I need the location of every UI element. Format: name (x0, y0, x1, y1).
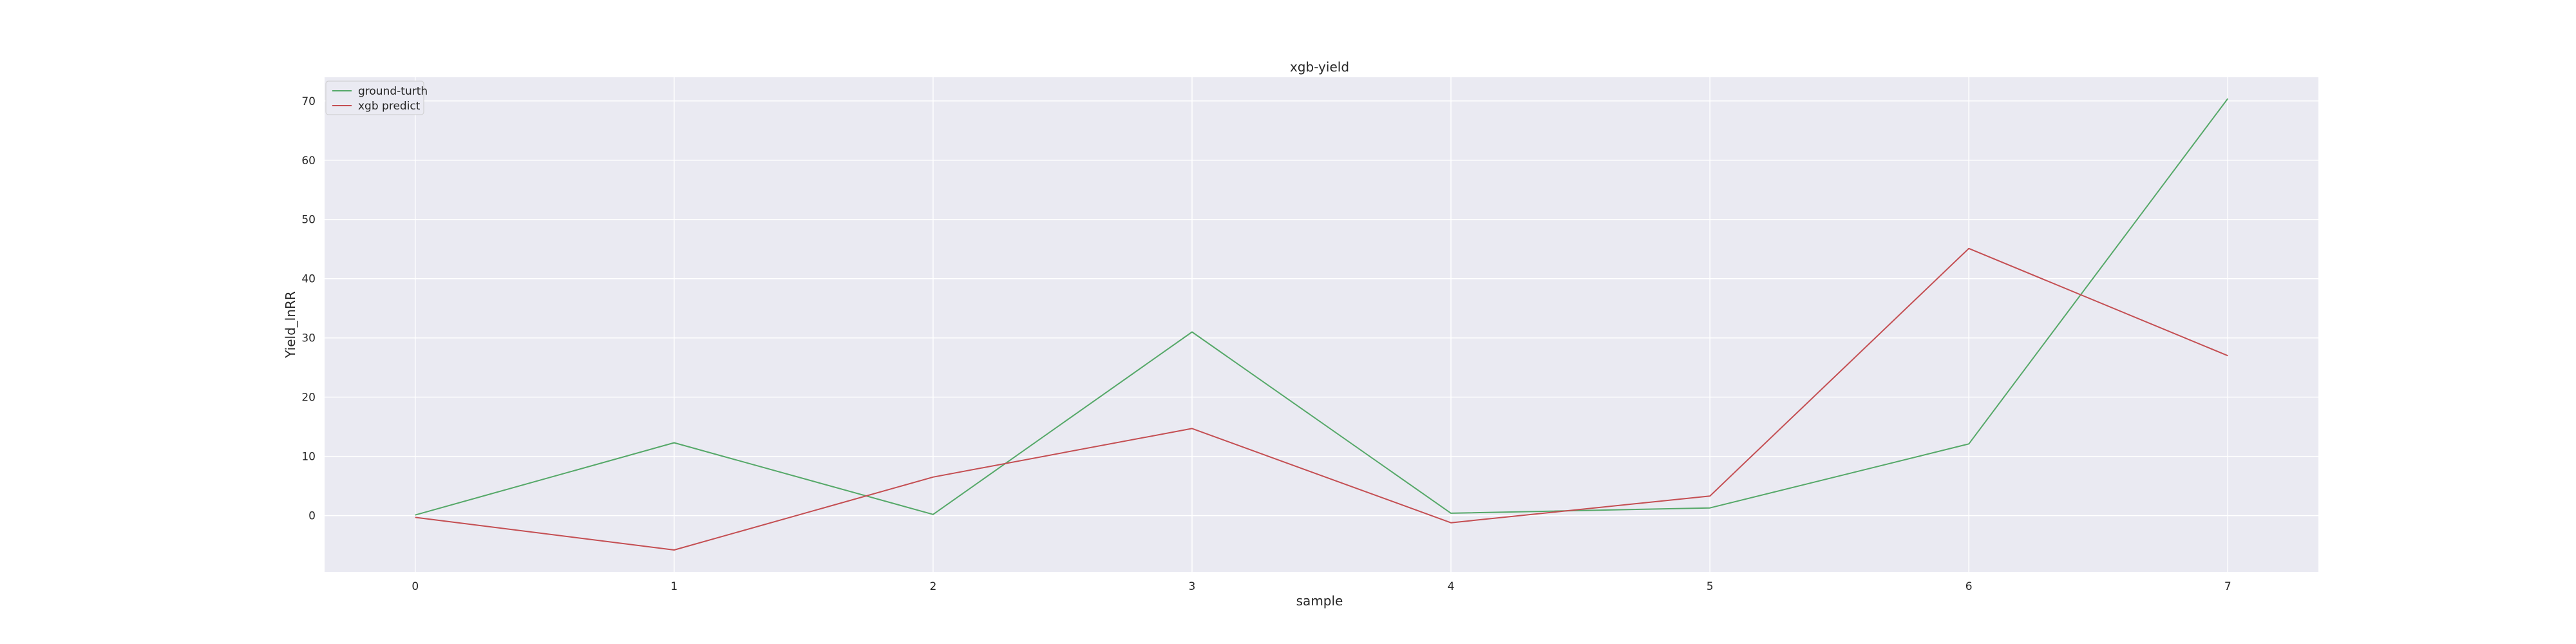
y-tick-label: 30 (301, 332, 316, 345)
x-tick-label: 4 (1448, 580, 1455, 593)
legend-label-xgb-predict: xgb predict (358, 100, 421, 113)
x-tick-label: 7 (2224, 580, 2231, 593)
y-tick-label: 40 (301, 273, 316, 286)
series-layer (415, 98, 2229, 551)
y-axis-title: Yield_lnRR (283, 291, 298, 359)
x-tick-label: 0 (412, 580, 419, 593)
x-tick-label: 2 (929, 580, 936, 593)
x-axis-title: sample (1296, 593, 1343, 609)
tick-labels: 0 10 20 30 40 50 60 70 0 1 2 3 4 5 6 7 (301, 95, 2231, 593)
chart-title: xgb-yield (1290, 59, 1349, 75)
y-tick-label: 50 (301, 214, 316, 227)
series-line-ground-turth (415, 98, 2229, 516)
y-tick-label: 60 (301, 155, 316, 167)
x-tick-label: 5 (1707, 580, 1714, 593)
y-tick-label: 10 (301, 451, 316, 464)
y-tick-label: 20 (301, 392, 316, 404)
legend: ground-turth xgb predict (325, 80, 428, 115)
x-tick-label: 3 (1189, 580, 1196, 593)
y-tick-label: 0 (308, 510, 316, 523)
x-tick-label: 1 (670, 580, 677, 593)
y-tick-label: 70 (301, 95, 316, 108)
grid (325, 77, 2318, 572)
legend-label-ground-turth: ground-turth (358, 85, 428, 98)
plot-background (325, 77, 2318, 572)
series-line-xgb-predict (415, 247, 2228, 551)
x-tick-label: 6 (1965, 580, 1973, 593)
